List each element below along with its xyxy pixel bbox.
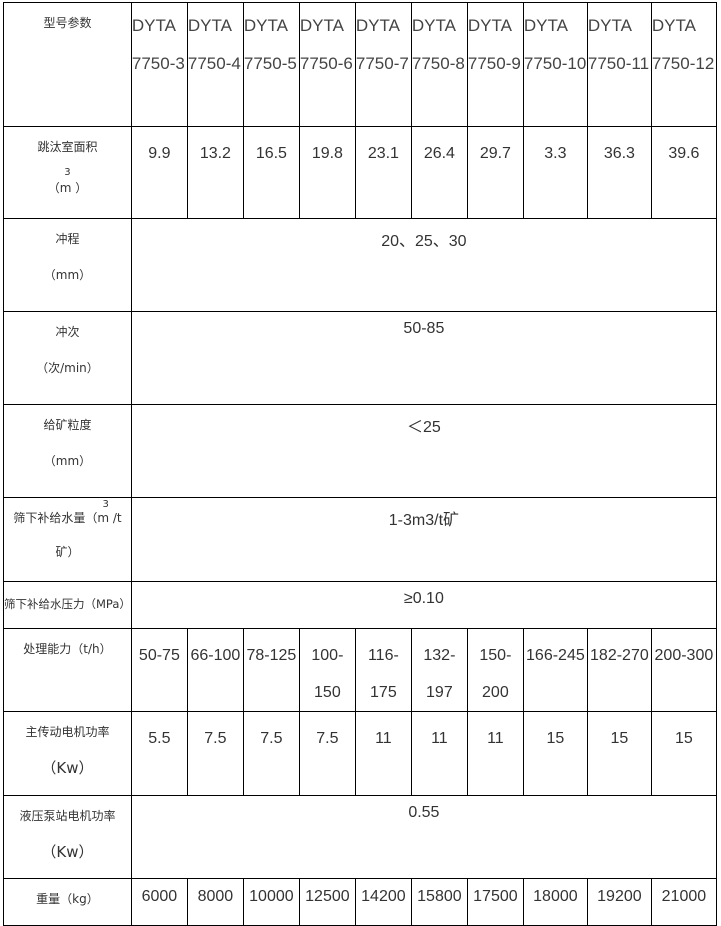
row-label: 液压泵站电机功率 （Kw） — [3, 795, 132, 879]
value-cell: 100-150 — [298, 628, 356, 712]
model-cell: DYTA 7750-7 — [354, 2, 412, 127]
value-cell: 21000 — [650, 878, 717, 926]
value-cell: 26.4 — [410, 126, 468, 219]
value-cell: 39.6 — [650, 126, 717, 219]
row-label: 给矿粒度 （mm） — [3, 404, 132, 498]
value-cell: 23.1 — [354, 126, 412, 219]
value-cell: 50-85 — [130, 311, 717, 405]
value-cell: 36.3 — [586, 126, 652, 219]
value-cell: 182-270 — [586, 628, 652, 712]
model-cell: DYTA 7750-3 — [130, 2, 188, 127]
row-water-volume: 3 筛下补给水量（m /t 矿） 1-3m3/t矿 — [3, 497, 717, 582]
value-cell: 19200 — [586, 878, 652, 926]
value-cell: 15 — [522, 711, 588, 796]
row-stroke: 冲程 （mm） 20、25、30 — [3, 218, 717, 312]
model-cell: DYTA 7750-10 — [522, 2, 588, 127]
value-cell: 5.5 — [130, 711, 188, 796]
value-cell: 11 — [466, 711, 524, 796]
label-text: 主传动电机功率 — [25, 725, 110, 739]
row-area: 跳汰室面积 3 （m ） 9.9 13.2 16.5 19.8 23.1 26.4 … — [3, 126, 717, 219]
value-cell: 11 — [410, 711, 468, 796]
value-cell: 16.5 — [242, 126, 300, 219]
value-cell: 1-3m3/t矿 — [130, 497, 717, 582]
model-cell: DYTA 7750-9 — [466, 2, 524, 127]
row-label: 冲次 （次/min） — [3, 311, 132, 405]
label-text: 冲程 — [55, 232, 80, 246]
unit-text: （次/min） — [36, 361, 99, 375]
value-cell: 15800 — [410, 878, 468, 926]
unit-text: （mm） — [43, 454, 92, 468]
value-cell: 6000 — [130, 878, 188, 926]
value-cell: 7.5 — [298, 711, 356, 796]
value-cell: 116-175 — [354, 628, 412, 712]
label-text: 冲次 — [55, 325, 80, 339]
value-cell: 0.55 — [130, 795, 717, 879]
unit-text: 矿） — [55, 545, 80, 559]
value-cell: 78-125 — [242, 628, 300, 712]
unit-sup: 3 — [64, 167, 71, 178]
model-cell: DYTA 7750-11 — [586, 2, 652, 127]
value-cell: 14200 — [354, 878, 412, 926]
row-label: 处理能力（t/h） — [3, 628, 132, 712]
value-cell: 19.8 — [298, 126, 356, 219]
value-cell: 18000 — [522, 878, 588, 926]
row-label: 3 筛下补给水量（m /t 矿） — [3, 497, 132, 582]
unit-text: 3 （m ） — [4, 167, 131, 194]
label-text: 给矿粒度 — [43, 418, 92, 432]
row-frequency: 冲次 （次/min） 50-85 — [3, 311, 717, 405]
value-cell: 29.7 — [466, 126, 524, 219]
row-weight: 重量（kg） 6000 8000 10000 12500 14200 15800… — [3, 878, 717, 926]
unit-text: （Kw） — [41, 843, 94, 861]
row-capacity: 处理能力（t/h） 50-75 66-100 78-125 100-150 11… — [3, 628, 717, 712]
value-cell: 7.5 — [242, 711, 300, 796]
value-cell: 150-200 — [466, 628, 524, 712]
value-cell: 3.3 — [522, 126, 588, 219]
value-cell: 12500 — [298, 878, 356, 926]
row-main-motor: 主传动电机功率 （Kw） 5.5 7.5 7.5 7.5 11 11 11 15 … — [3, 711, 717, 796]
label-text: 液压泵站电机功率 — [19, 809, 116, 823]
value-cell: 132-197 — [410, 628, 468, 712]
value-cell: 7.5 — [186, 711, 244, 796]
unit-text: （mm） — [43, 268, 92, 282]
value-cell: 11 — [354, 711, 412, 796]
header-row: 型号参数 DYTA 7750-3 DYTA 7750-4 DYTA 7750-5… — [3, 2, 717, 127]
label-text: 筛下补给水量（m /t — [13, 511, 122, 525]
value-cell: 200-300 — [650, 628, 717, 712]
row-label: 筛下补给水压力（MPa） — [3, 581, 132, 629]
row-label: 冲程 （mm） — [3, 218, 132, 312]
model-cell: DYTA 7750-4 — [186, 2, 244, 127]
row-label: 重量（kg） — [3, 878, 132, 926]
spec-table: 型号参数 DYTA 7750-3 DYTA 7750-4 DYTA 7750-5… — [3, 2, 717, 926]
row-pump-motor: 液压泵站电机功率 （Kw） 0.55 — [3, 795, 717, 879]
value-cell: 17500 — [466, 878, 524, 926]
model-cell: DYTA 7750-5 — [242, 2, 300, 127]
value-cell: 9.9 — [130, 126, 188, 219]
value-cell: 20、25、30 — [130, 218, 717, 312]
model-cell: DYTA 7750-12 — [650, 2, 717, 127]
unit-sup: 3 — [102, 499, 109, 510]
row-label: 主传动电机功率 （Kw） — [3, 711, 132, 796]
value-cell: 66-100 — [186, 628, 244, 712]
value-cell: 15 — [586, 711, 652, 796]
model-cell: DYTA 7750-8 — [410, 2, 468, 127]
row-feed-size: 给矿粒度 （mm） ＜25 — [3, 404, 717, 498]
row-water-pressure: 筛下补给水压力（MPa） ≥0.10 — [3, 581, 717, 629]
unit-text: （Kw） — [41, 759, 94, 777]
value-cell: 166-245 — [522, 628, 588, 712]
value-cell: 10000 — [242, 878, 300, 926]
value-cell: ≥0.10 — [130, 581, 717, 629]
value-cell: 50-75 — [130, 628, 188, 712]
value-cell: ＜25 — [130, 404, 717, 498]
header-label: 型号参数 — [3, 2, 132, 127]
label-text: 跳汰室面积 — [37, 140, 98, 154]
value-cell: 8000 — [186, 878, 244, 926]
model-cell: DYTA 7750-6 — [298, 2, 356, 127]
unit: （m ） — [47, 181, 88, 195]
value-cell: 13.2 — [186, 126, 244, 219]
row-label: 跳汰室面积 3 （m ） — [3, 126, 132, 219]
value-cell: 15 — [650, 711, 717, 796]
